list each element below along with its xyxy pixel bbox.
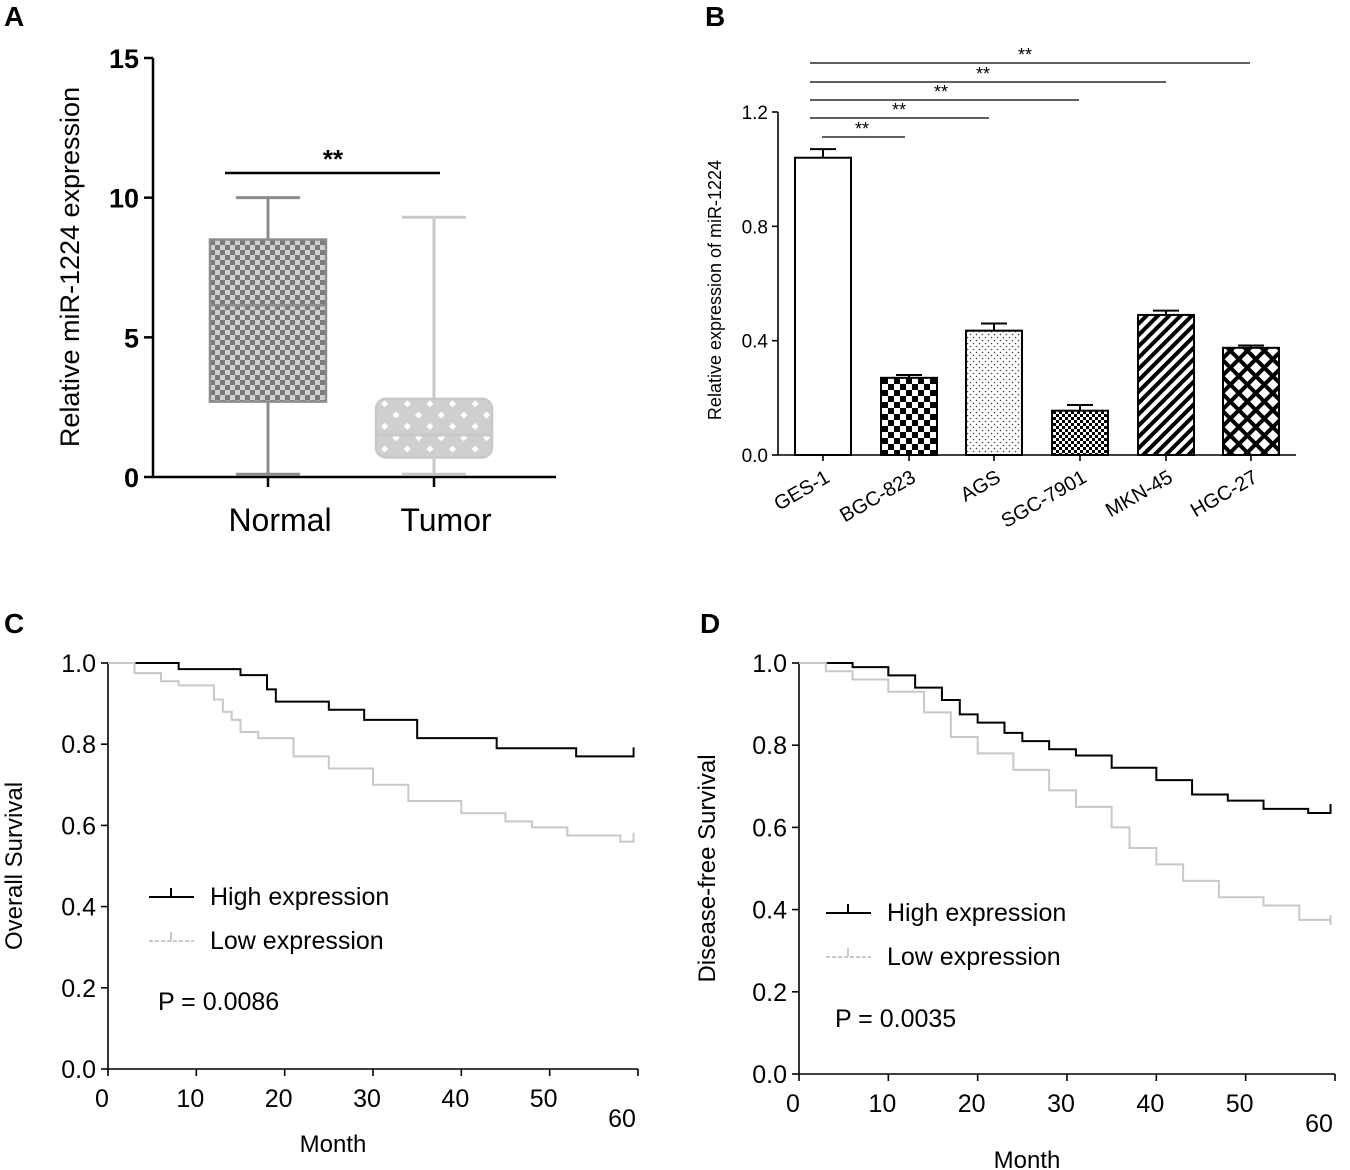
x-tick-label: 50 (1226, 1090, 1254, 1118)
y-tick-label: 0.6 (61, 812, 96, 840)
x-tick-label: 30 (353, 1085, 381, 1113)
box-tumor (374, 397, 494, 459)
y-axis-label: Relative miR-1224 expression (55, 87, 85, 447)
p-value: P = 0.0086 (158, 988, 279, 1016)
bar-chart-panel: 0.0 0.4 0.8 1.2 Relative expression of miR-1… (705, 45, 1296, 533)
box-plot-panel: 0 5 10 15 Relative miR-1224 expression Normal… (55, 44, 556, 538)
x-axis-label: Month (300, 1131, 367, 1158)
significance-label: ** (1018, 45, 1032, 65)
y-axis-label: Overall Survival (1, 782, 28, 950)
y-tick-label: 1.0 (752, 650, 787, 678)
x-tick-label: 40 (441, 1085, 469, 1113)
y-tick-label: 0.0 (742, 446, 768, 467)
y-tick-label: 1.2 (742, 103, 768, 124)
x-tick-label: GES-1 (771, 466, 834, 515)
y-tick-label: 0 (124, 463, 139, 493)
y-tick-label: 0.2 (61, 975, 96, 1003)
x-tick-label: 0 (786, 1090, 800, 1118)
survival-curve-low (108, 662, 634, 843)
significance-label: ** (323, 144, 344, 174)
x-tick-label: 20 (958, 1090, 986, 1118)
y-tick-label: 10 (109, 184, 139, 214)
y-tick-label: 0.8 (61, 731, 96, 759)
x-axis-label: Month (994, 1147, 1061, 1170)
significance-label: ** (934, 82, 948, 102)
y-axis-label: Disease-free Survival (694, 754, 721, 982)
box-normal (208, 238, 328, 403)
panel-label-c: C (4, 608, 24, 639)
p-value: P = 0.0035 (835, 1005, 956, 1033)
bar-mkn-45 (1137, 313, 1195, 457)
y-tick-label: 5 (124, 323, 139, 353)
y-tick-label: 0.0 (61, 1056, 96, 1084)
y-tick-label: 0.2 (752, 979, 787, 1007)
legend-label-low: Low expression (887, 943, 1061, 971)
bar-ags (965, 329, 1023, 457)
legend-label-high: High expression (210, 883, 389, 911)
legend-label-low: Low expression (210, 927, 384, 955)
significance-label: ** (892, 100, 906, 120)
y-tick-label: 0.8 (742, 217, 768, 238)
y-tick-label: 15 (109, 44, 139, 74)
y-tick-label: 0.4 (752, 897, 787, 925)
x-tick-label: BGC-823 (836, 466, 919, 527)
significance-label: ** (855, 119, 869, 139)
panel-label-d: D (700, 608, 720, 639)
significance-label: ** (976, 64, 990, 84)
survival-curve-high (108, 662, 634, 758)
x-tick-label: 60 (1305, 1110, 1333, 1138)
panel-label-a: A (4, 1, 24, 32)
disease-free-survival-panel: 0.0 0.2 0.4 0.6 0.8 1.0 0 10 20 30 40 50 60 Month Dise… (694, 650, 1336, 1170)
x-tick-label: 30 (1047, 1090, 1075, 1118)
y-tick-label: 0.8 (752, 732, 787, 760)
y-axis-label: Relative expression of miR-1224 (705, 160, 725, 420)
x-tick-label: HGC-27 (1187, 466, 1262, 522)
x-tick-label: 50 (530, 1085, 558, 1113)
bar-hgc-27 (1222, 346, 1280, 456)
bar-sgc-7901 (1051, 409, 1109, 456)
x-tick-label: 60 (608, 1105, 636, 1133)
panel-label-b: B (705, 1, 725, 32)
x-tick-label: AGS (957, 466, 1005, 506)
y-tick-label: 0.4 (61, 894, 96, 922)
bar-ges-1 (794, 156, 852, 456)
y-tick-label: 0.0 (752, 1061, 787, 1089)
x-tick-label: 20 (265, 1085, 293, 1113)
x-tick-label: Normal (228, 502, 331, 538)
x-tick-label: Tumor (400, 502, 492, 538)
y-tick-label: 0.4 (742, 332, 769, 353)
x-tick-label: 10 (176, 1085, 204, 1113)
x-tick-label: 0 (95, 1085, 109, 1113)
x-tick-label: SGC-7901 (998, 466, 1091, 532)
y-tick-label: 0.6 (752, 814, 787, 842)
survival-curve-high (799, 662, 1331, 815)
x-tick-label: 40 (1136, 1090, 1164, 1118)
bar-bgc-823 (880, 376, 938, 457)
y-tick-label: 1.0 (61, 650, 96, 678)
x-tick-label: 10 (868, 1090, 896, 1118)
survival-curve-low (799, 662, 1332, 924)
x-tick-label: MKN-45 (1102, 466, 1177, 522)
legend-label-high: High expression (887, 899, 1066, 927)
overall-survival-panel: 0.0 0.2 0.4 0.6 0.8 1.0 0 10 20 30 40 50 60 Month Over… (1, 650, 639, 1158)
